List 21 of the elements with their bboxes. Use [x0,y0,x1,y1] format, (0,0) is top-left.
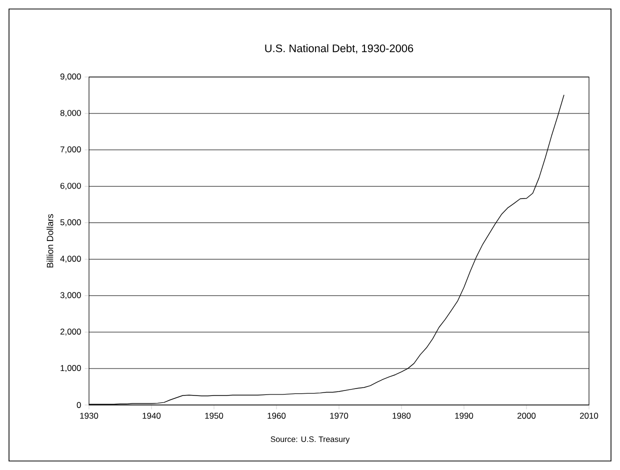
x-tick-label: 1930 [80,412,98,419]
y-axis-title: Billion Dollars [46,214,54,268]
y-tick-label: 7,000 [60,146,81,154]
x-tick-label: 1980 [392,412,411,419]
y-tick-label: 0 [76,402,81,408]
y-tick-label: 3,000 [60,292,81,300]
x-tick-label: 1950 [205,412,224,419]
chart-title: U.S. National Debt, 1930-2006 [265,44,414,54]
x-tick-label: 1940 [142,412,161,419]
y-tick-label: 5,000 [60,219,81,226]
x-tick-label: 1960 [268,412,286,419]
y-tick-label: 6,000 [60,182,81,190]
y-tick-label: 2,000 [60,328,81,336]
y-tick-label: 1,000 [60,365,81,372]
y-tick-label: 8,000 [60,110,81,117]
y-tick-label: 9,000 [60,74,81,80]
x-tick-label: 2010 [580,412,598,419]
x-tick-label: 1990 [455,412,474,419]
y-tick-label: 4,000 [60,256,81,263]
x-tick-label: 2000 [518,412,536,419]
x-tick-label: 1970 [330,412,348,419]
